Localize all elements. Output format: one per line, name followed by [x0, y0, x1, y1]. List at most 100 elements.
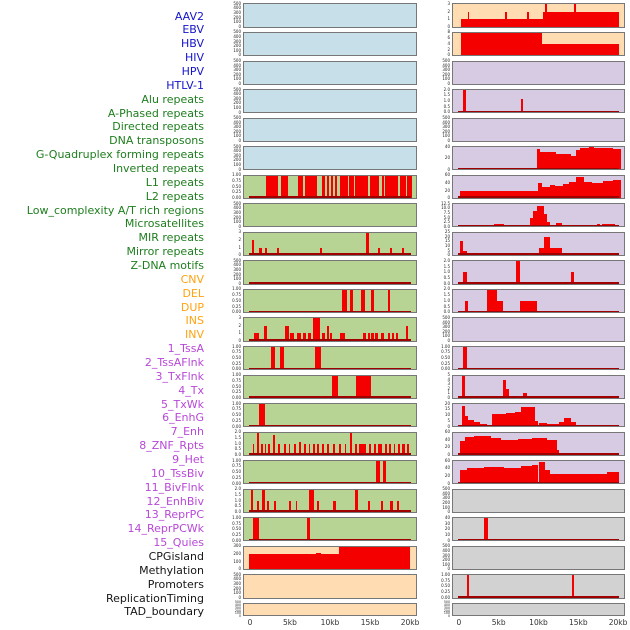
- y-tick-label: 0: [447, 566, 450, 572]
- y-tick-label: 0.50: [232, 354, 241, 360]
- y-tick-label: 500: [442, 486, 450, 492]
- y-tick-label: 0.00: [232, 537, 241, 543]
- baseline: [458, 538, 619, 541]
- y-tick-label: 2.0: [443, 257, 450, 263]
- baseline: [458, 224, 619, 227]
- y-tick-label: 200: [442, 500, 450, 506]
- y-tick-label: 0.00: [232, 480, 241, 486]
- y-axis-ticks-hpv: 500 400 300 200 100 0: [203, 115, 241, 143]
- track-label-11-bivflnk: 11_BivFlnk: [144, 480, 204, 494]
- data-bar: [468, 420, 474, 427]
- y-tick-label: 0.50: [232, 526, 241, 532]
- data-bar: [492, 414, 506, 427]
- track-label-9-het: 9_Het: [172, 452, 204, 466]
- data-bar: [299, 441, 301, 455]
- baseline: [458, 424, 619, 427]
- data-bar: [312, 443, 315, 455]
- data-bar: [361, 289, 365, 313]
- data-bar: [252, 518, 259, 541]
- x-tick-label-10kb-col1: 10kb: [529, 618, 548, 627]
- y-tick-label: 5: [447, 247, 450, 253]
- data-bar: [268, 443, 271, 455]
- y-tick-label: 1.5: [443, 263, 450, 269]
- y-tick-label: 200: [442, 557, 450, 563]
- baseline: [249, 253, 411, 255]
- y-tick-label: 500: [233, 29, 241, 35]
- y-tick-label: 0.0: [234, 452, 241, 458]
- data-bar: [316, 553, 322, 570]
- y-tick-label: 1.00: [441, 343, 450, 349]
- data-bar: [327, 443, 330, 455]
- data-bar: [288, 500, 291, 512]
- data-bar: [331, 375, 338, 398]
- data-bar: [322, 443, 324, 455]
- y-tick-label: 500: [233, 143, 241, 149]
- y-tick-label: 0: [238, 566, 241, 572]
- track-panel-hbv: [243, 60, 417, 85]
- track-label-cnv: CNV: [180, 272, 204, 286]
- y-tick-label: 100: [234, 611, 241, 616]
- y-tick-label: 0.50: [441, 354, 450, 360]
- y-tick-label: 10: [444, 243, 450, 249]
- data-bar: [264, 247, 267, 255]
- y-tick-label: 1.5: [234, 434, 241, 440]
- track-panel-microsatellites: [243, 431, 417, 456]
- y-tick-label: 0: [447, 480, 450, 486]
- y-tick-label: 1.00: [232, 286, 241, 292]
- y-tick-label: 0.0: [443, 223, 450, 229]
- y-tick-label: 0.5: [443, 103, 450, 109]
- data-bar: [261, 443, 263, 455]
- data-bar: [317, 443, 320, 455]
- y-tick-label: 200: [233, 214, 241, 220]
- y-tick-label: 3: [447, 381, 450, 387]
- track-label-7-enh: 7_Enh: [170, 425, 204, 439]
- y-tick-label: 0.00: [232, 366, 241, 372]
- y-tick-label: 0.75: [232, 377, 241, 383]
- y-tick-label: 100: [442, 76, 450, 82]
- y-axis-ticks-del: 500 400 300 200 100 0: [203, 572, 241, 600]
- data-bar: [385, 175, 398, 198]
- track-panel-hiv: [243, 89, 417, 114]
- data-bar: [397, 500, 400, 512]
- track-label-alu-repeats: Alu repeats: [141, 92, 204, 106]
- y-tick-label: 1.0: [234, 440, 241, 446]
- y-tick-label: 300: [233, 38, 241, 44]
- track-panel-aav2: [243, 3, 417, 28]
- data-bar: [497, 300, 503, 313]
- data-bar: [381, 333, 384, 341]
- y-tick-label: 100: [442, 133, 450, 139]
- y-tick-label: 500: [442, 58, 450, 63]
- y-axis-ticks-l2-repeats: 1.00 0.75 0.50 0.25 0.00: [203, 372, 241, 400]
- y-tick-label: 5: [447, 417, 450, 423]
- y-tick-label: 200: [442, 128, 450, 134]
- data-bar: [570, 422, 577, 427]
- y-tick-label: 0.00: [441, 594, 450, 600]
- y-tick-label: 300: [442, 552, 450, 558]
- track-panel-dna-transposons: [243, 260, 417, 285]
- y-tick-label: 20: [444, 187, 450, 193]
- y-tick-label: 300: [233, 95, 241, 101]
- y-tick-label: 500: [233, 58, 241, 63]
- baseline: [249, 339, 411, 341]
- data-bar: [382, 461, 386, 484]
- y-tick-label: 400: [233, 62, 241, 68]
- y-tick-label: 300: [233, 209, 241, 215]
- y-tick-label: 0.00: [232, 423, 241, 429]
- track-label-ebv: EBV: [182, 23, 204, 37]
- y-axis-ticks-4-tx: 40 20 0: [412, 144, 450, 172]
- y-tick-label: 0.5: [234, 446, 241, 452]
- y-tick-label: 500: [443, 600, 450, 605]
- y-tick-label: 0.00: [441, 366, 450, 372]
- y-tick-label: 1: [238, 244, 241, 250]
- data-bar: [543, 237, 551, 255]
- y-tick-label: 500: [233, 0, 241, 6]
- data-bar: [550, 473, 607, 484]
- y-tick-label: 20: [444, 473, 450, 478]
- y-tick-label: 30: [444, 520, 450, 526]
- y-tick-label: 10.0: [441, 205, 450, 211]
- data-bar: [490, 437, 501, 455]
- data-bar: [285, 325, 290, 341]
- data-bar: [378, 443, 383, 455]
- y-tick-label: 300: [442, 124, 450, 130]
